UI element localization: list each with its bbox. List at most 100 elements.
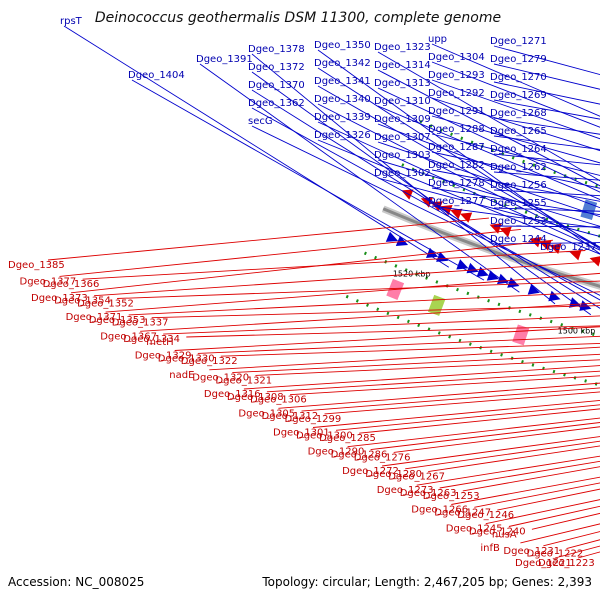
reverse-label-32: Dgeo_1273 xyxy=(377,485,434,496)
forward-leader-23 xyxy=(431,61,600,128)
forward-label-2: Dgeo_1391 xyxy=(196,54,253,65)
forward-gene-14 xyxy=(527,284,540,295)
forward-label-1: Dgeo_1404 xyxy=(128,70,185,81)
reverse-label-12: metH xyxy=(146,337,173,348)
reverse-leader-24 xyxy=(324,391,600,415)
forward-label-41: Dgeo_1255 xyxy=(490,198,547,209)
reverse-label-6: Dgeo_1352 xyxy=(77,299,134,310)
reverse-label-13: Dgeo_1330 xyxy=(158,353,215,364)
forward-label-38: Dgeo_1264 xyxy=(490,144,547,155)
forward-label-34: Dgeo_1270 xyxy=(490,72,547,83)
reverse-label-16: Dgeo_1320 xyxy=(192,373,249,384)
forward-gene-18 xyxy=(568,297,582,308)
reverse-leader-29 xyxy=(382,436,600,467)
reverse-label-38: Dgeo_1245 xyxy=(446,524,503,535)
forward-label-9: Dgeo_1342 xyxy=(314,58,371,69)
reverse-leader-7 xyxy=(128,291,600,316)
reverse-leader-3 xyxy=(82,250,586,280)
reverse-gene-10 xyxy=(499,226,512,238)
forward-leader-25 xyxy=(431,97,600,152)
topology-text: Topology: circular; Length: 2,467,205 bp… xyxy=(261,575,592,589)
reverse-label-37: Dgeo_1247 xyxy=(434,507,491,518)
forward-label-33: Dgeo_1279 xyxy=(490,54,547,65)
reverse-leader-1 xyxy=(59,228,521,277)
forward-gene-7 xyxy=(456,259,469,270)
reverse-label-42: nusA xyxy=(492,529,517,540)
forward-label-13: Dgeo_1326 xyxy=(314,130,371,141)
forward-gene-10 xyxy=(486,270,499,281)
forward-label-27: Dgeo_1288 xyxy=(428,124,485,135)
forward-label-43: Dgeo_1244 xyxy=(490,234,547,245)
reverse-leader-28 xyxy=(370,422,600,451)
reverse-leader-27 xyxy=(359,408,600,434)
forward-leader-1 xyxy=(131,79,485,281)
forward-leader-14 xyxy=(377,51,600,182)
forward-label-20: Dgeo_1303 xyxy=(374,150,431,161)
forward-leader-9 xyxy=(317,67,600,250)
reverse-label-15: Dgeo_1322 xyxy=(181,356,238,367)
forward-label-22: upp xyxy=(428,34,447,45)
forward-label-37: Dgeo_1265 xyxy=(490,126,547,137)
reverse-leader-19 xyxy=(266,370,600,393)
reverse-leader-30 xyxy=(393,426,600,453)
reverse-labels: Dgeo_1385 Dgeo_1377 Dgeo_1373 Dgeo_1366 Dgeo… xyxy=(8,217,600,569)
forward-label-10: Dgeo_1341 xyxy=(314,76,371,87)
forward-label-39: Dgeo_1262 xyxy=(490,162,547,173)
kbp-tick-1: 1500 kbp xyxy=(558,327,596,336)
forward-leader-18 xyxy=(377,123,600,209)
reverse-leader-13 xyxy=(197,335,600,354)
reverse-leader-42 xyxy=(531,512,600,530)
reverse-label-40: Dgeo_1240 xyxy=(469,527,526,538)
reverse-label-31: Dgeo_1280 xyxy=(365,469,422,480)
reverse-label-45: Dgeo_1222 xyxy=(527,549,584,560)
forward-leader-21 xyxy=(377,177,600,237)
reverse-label-33: Dgeo_1267 xyxy=(388,472,445,483)
forward-label-21: Dgeo_1302 xyxy=(374,168,431,179)
reverse-leader-0 xyxy=(47,217,489,261)
forward-leader-20 xyxy=(377,159,600,227)
forward-leader-15 xyxy=(377,69,600,187)
reverse-leader-11 xyxy=(174,326,600,351)
reverse-label-27: Dgeo_1285 xyxy=(319,433,376,444)
forward-gene-12 xyxy=(507,277,520,288)
reverse-label-19: Dgeo_1308 xyxy=(227,392,284,403)
reverse-label-7: Dgeo_1353 xyxy=(89,315,146,326)
reverse-label-36: Dgeo_1253 xyxy=(423,491,480,502)
reverse-label-2: Dgeo_1373 xyxy=(31,293,88,304)
forward-label-15: Dgeo_1314 xyxy=(374,60,431,71)
reverse-leader-22 xyxy=(301,387,600,412)
forward-label-44: Dgeo_1237 xyxy=(540,242,597,253)
reverse-label-22: Dgeo_1312 xyxy=(262,411,319,422)
reverse-leader-12 xyxy=(186,325,600,338)
forward-leader-22 xyxy=(431,43,600,117)
reverse-label-17: Dgeo_1316 xyxy=(204,389,261,400)
reverse-gene-5 xyxy=(450,208,463,220)
forward-label-24: Dgeo_1293 xyxy=(428,70,485,81)
reverse-label-21: Dgeo_1306 xyxy=(250,395,307,406)
reverse-leader-37 xyxy=(474,482,600,508)
forward-leader-11 xyxy=(317,103,600,249)
forward-gene-16 xyxy=(548,290,561,302)
forward-leader-16 xyxy=(377,87,600,193)
forward-label-35: Dgeo_1269 xyxy=(490,90,547,101)
reverse-leader-8 xyxy=(140,302,600,332)
forward-leader-7 xyxy=(251,125,600,296)
forward-label-36: Dgeo_1268 xyxy=(490,108,547,119)
reverse-label-23: Dgeo_1301 xyxy=(273,428,330,439)
reverse-leader-26 xyxy=(347,417,600,448)
forward-label-19: Dgeo_1307 xyxy=(374,132,431,143)
forward-label-14: Dgeo_1323 xyxy=(374,42,431,53)
reverse-leader-5 xyxy=(105,272,600,313)
forward-label-26: Dgeo_1291 xyxy=(428,106,485,117)
reverse-leader-10 xyxy=(163,315,600,335)
forward-label-32: Dgeo_1271 xyxy=(490,36,547,47)
forward-label-0: rpsT xyxy=(60,16,83,27)
reverse-label-34: Dgeo_1263 xyxy=(400,488,457,499)
forward-label-16: Dgeo_1313 xyxy=(374,78,431,89)
reverse-leader-14 xyxy=(209,346,600,371)
forward-gene-0 xyxy=(385,231,399,242)
forward-label-3: Dgeo_1378 xyxy=(248,44,305,55)
forward-leader-4 xyxy=(251,71,592,316)
